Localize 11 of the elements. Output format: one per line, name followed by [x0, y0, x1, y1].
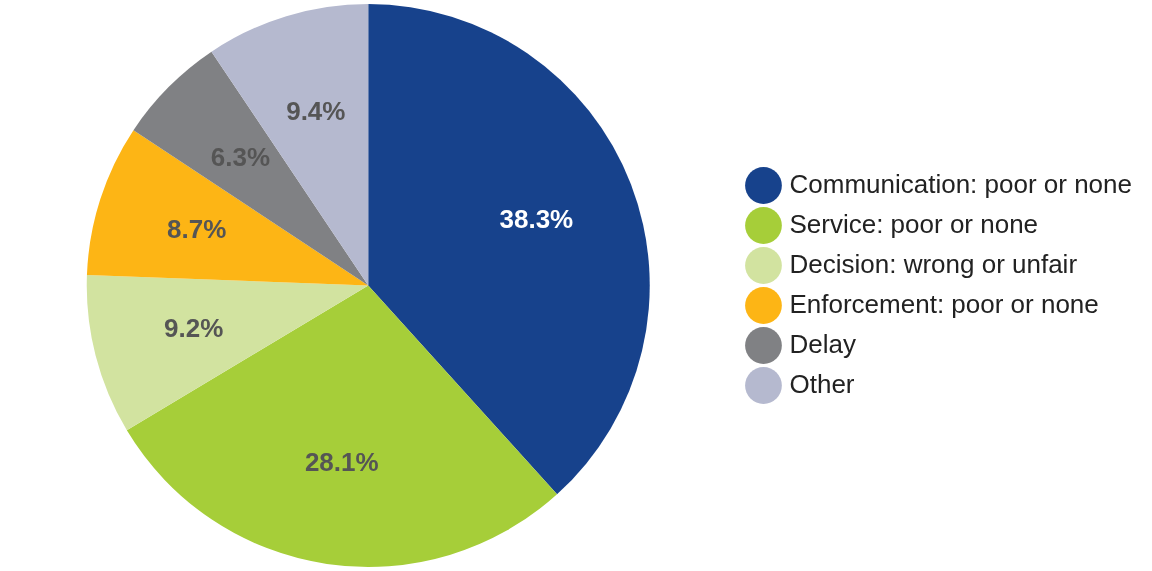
data-label: 38.3% — [499, 203, 574, 234]
data-label: 28.1% — [304, 446, 379, 477]
legend-label: Enforcement: poor or none — [789, 288, 1099, 319]
legend-label: Delay — [789, 328, 856, 359]
legend-label: Decision: wrong or unfair — [789, 248, 1078, 279]
legend-label: Communication: poor or none — [789, 168, 1133, 199]
legend-label: Service: poor or none — [789, 208, 1039, 239]
data-label: 8.7% — [167, 213, 227, 244]
data-label: 9.4% — [286, 96, 346, 127]
data-label: 9.2% — [164, 313, 224, 344]
legend-label: Other — [789, 368, 855, 399]
